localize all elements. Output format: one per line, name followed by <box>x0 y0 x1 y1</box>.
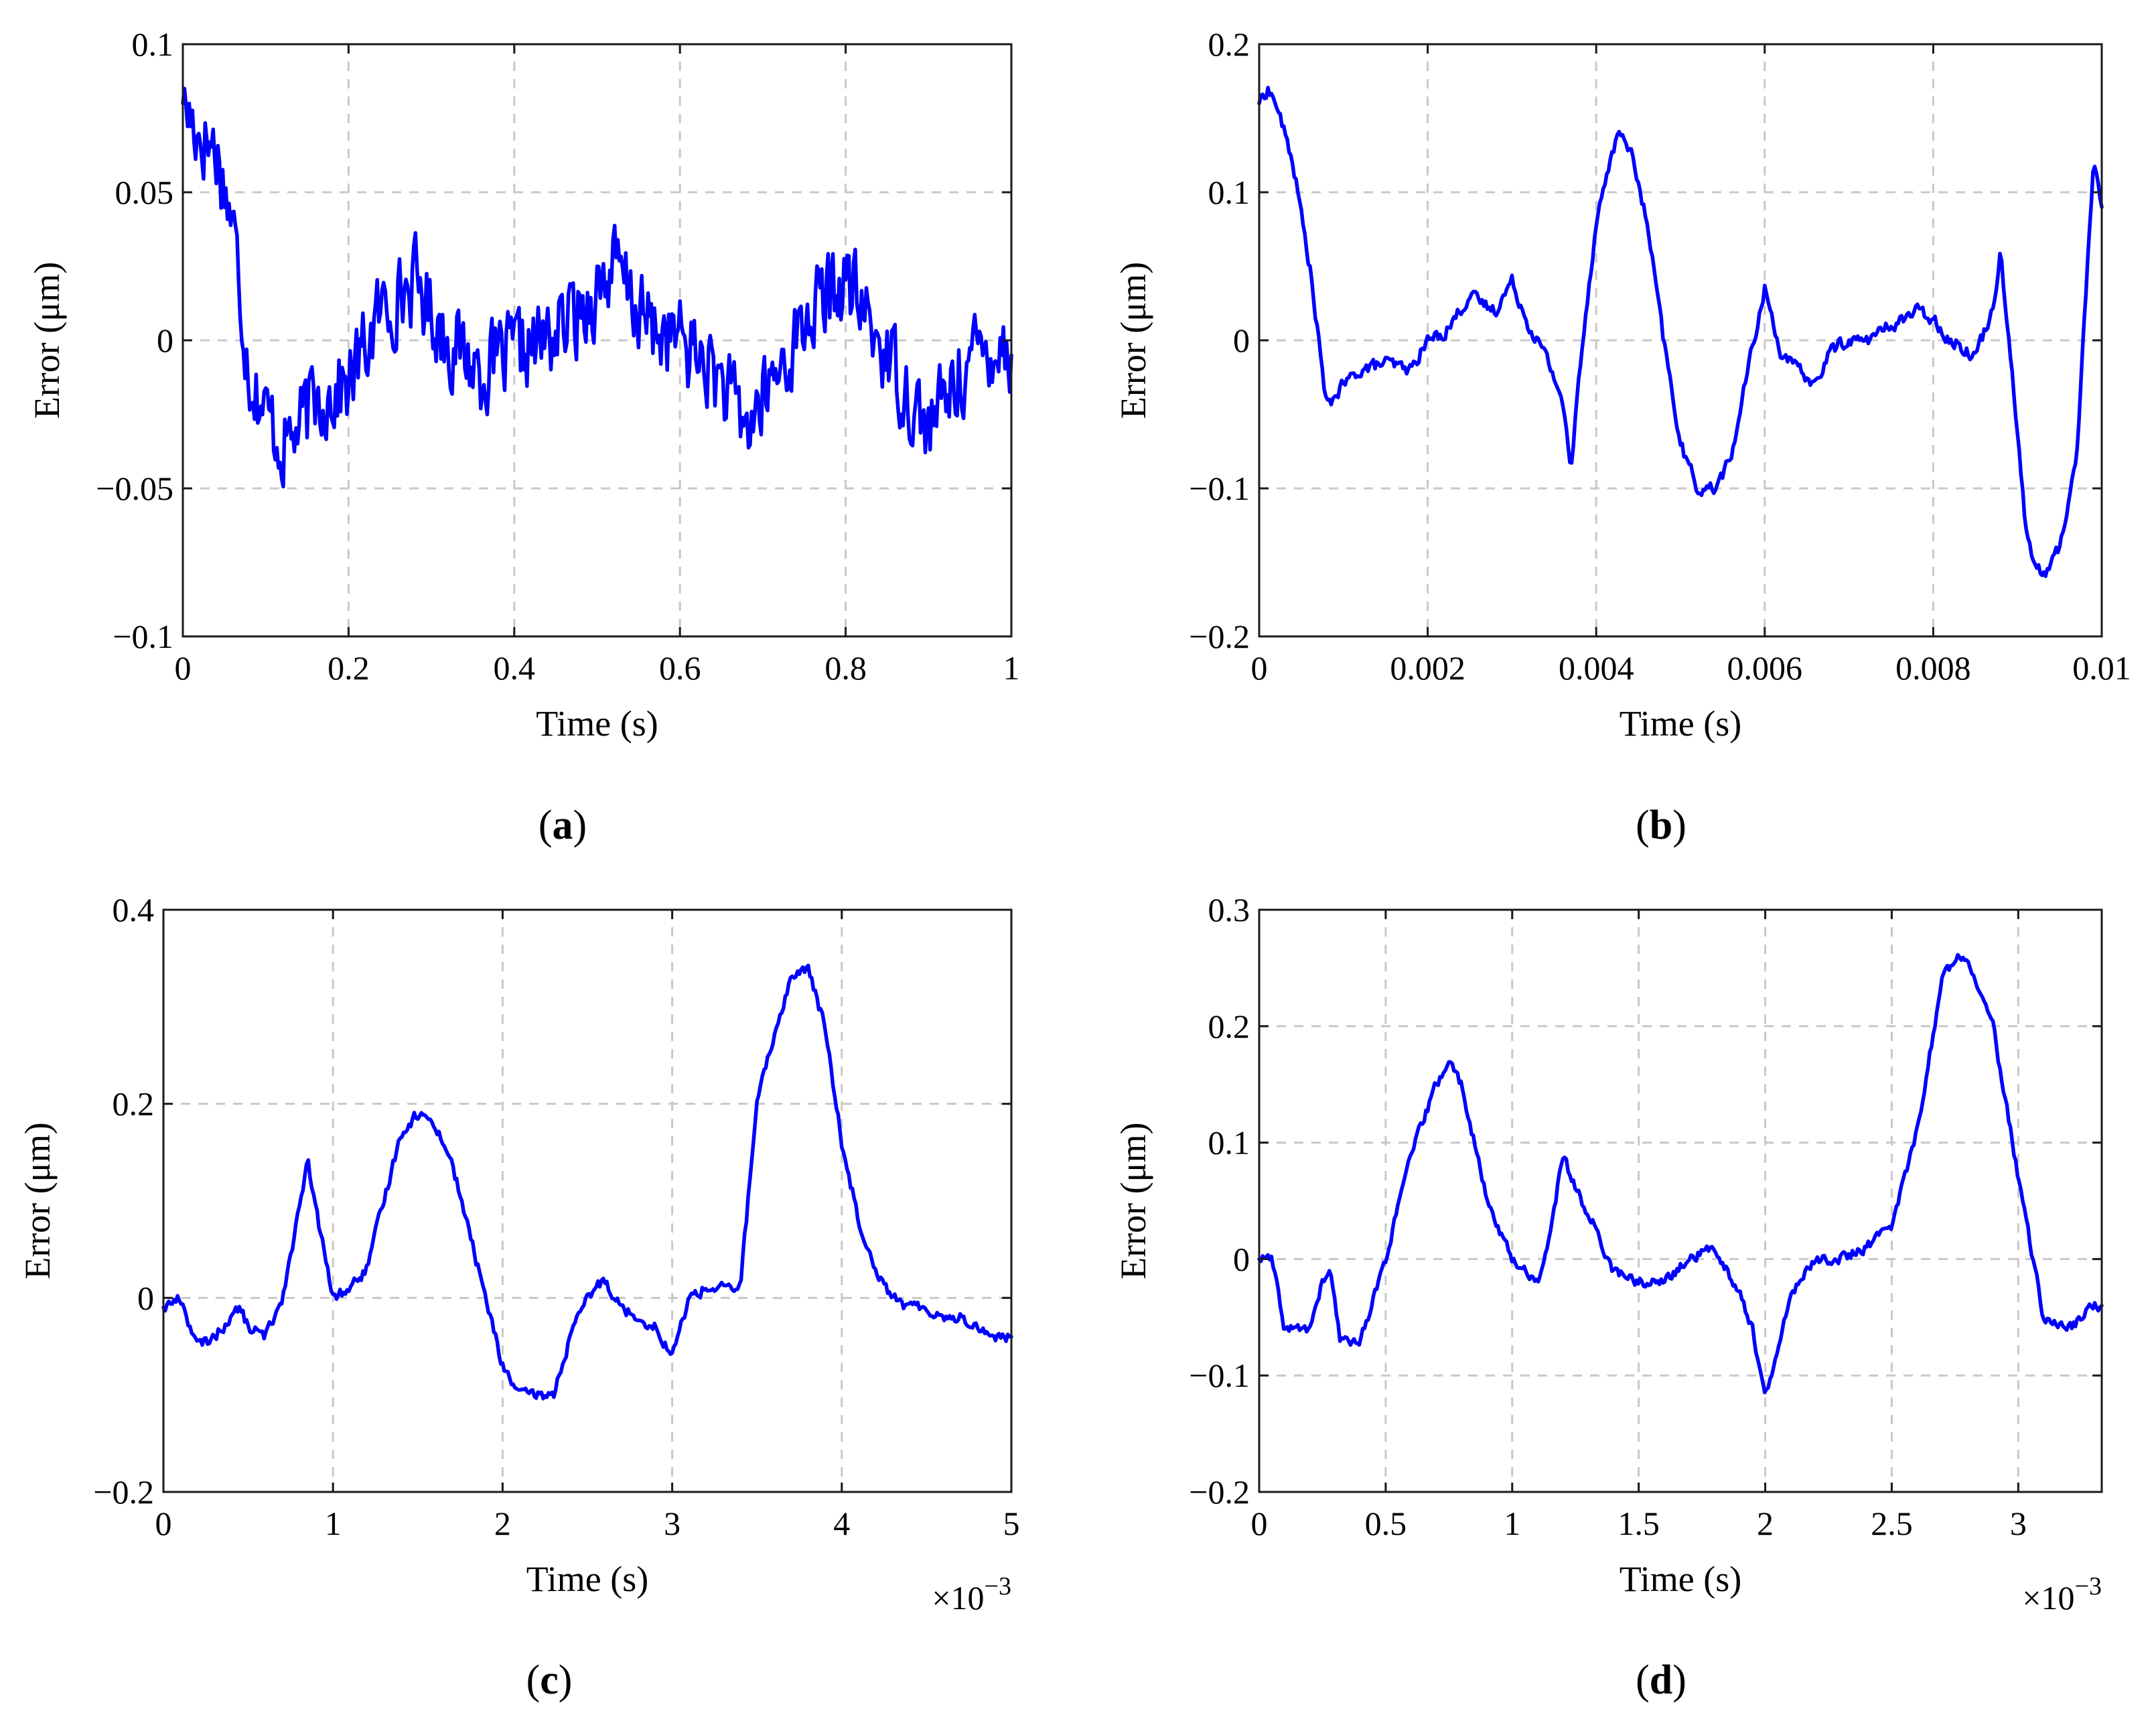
y-axis-label: Error (μm) <box>27 262 67 419</box>
y-tick-label: −0.2 <box>1189 618 1250 655</box>
panel-label-letter: a <box>553 803 573 848</box>
x-tick-label: 1 <box>1504 1505 1520 1542</box>
x-axis-multiplier: ×10−3 <box>2022 1572 2102 1617</box>
x-tick-label: 2.5 <box>1871 1505 1913 1542</box>
series-line <box>1257 86 2104 578</box>
x-tick-label: 0.004 <box>1559 649 1634 687</box>
panel-label-open-paren: ( <box>1636 1657 1650 1703</box>
panel-label-letter: b <box>1650 803 1672 848</box>
panel-b: 0 0.002 0.004 0.006 0.008 0.01 −0.2 −0.1 0 0.1 0.2… <box>1113 25 2131 848</box>
panel-label-close-paren: ) <box>1672 1657 1686 1703</box>
panel-label-close-paren: ) <box>1672 803 1686 848</box>
x-tick-label: 1 <box>325 1505 342 1542</box>
y-tick-label: 0.3 <box>1208 891 1250 929</box>
x-tick-label: 2 <box>1757 1505 1774 1542</box>
x-axis-multiplier-base: ×10 <box>2022 1579 2074 1617</box>
y-axis-label: Error (μm) <box>1113 1122 1153 1279</box>
x-tick-label: 0.5 <box>1365 1505 1407 1542</box>
y-tick-label: 0.2 <box>1208 1008 1250 1045</box>
panel-label-letter: c <box>540 1657 559 1703</box>
x-axis-label: Time (s) <box>1620 1559 1742 1599</box>
panel-label: (c) <box>526 1657 573 1703</box>
panel-label-open-paren: ( <box>1636 803 1650 848</box>
plot-frame <box>162 908 1013 1493</box>
x-axis-label: Time (s) <box>536 703 658 744</box>
x-tick-label: 5 <box>1003 1505 1020 1542</box>
x-tick-label: 0.8 <box>824 649 867 687</box>
x-axis-multiplier-base: ×10 <box>932 1579 984 1617</box>
y-tick-label: 0.1 <box>1208 1124 1250 1162</box>
x-tick-label: 0 <box>1251 649 1268 687</box>
y-tick-label: −0.05 <box>96 470 173 507</box>
y-tick-label: −0.1 <box>113 618 173 655</box>
x-tick-label: 0.002 <box>1390 649 1465 687</box>
x-tick-label: 2 <box>494 1505 511 1542</box>
panel-label: (b) <box>1636 803 1686 848</box>
y-tick-label: −0.2 <box>93 1473 154 1511</box>
y-tick-label: 0.05 <box>115 174 174 211</box>
panel-label-open-paren: ( <box>526 1657 541 1703</box>
x-tick-label: 4 <box>833 1505 850 1542</box>
x-axis-label: Time (s) <box>526 1559 649 1599</box>
x-tick-label: 0.006 <box>1727 649 1803 687</box>
x-tick-label: 1.5 <box>1618 1505 1660 1542</box>
panel-label-close-paren: ) <box>559 1657 573 1703</box>
x-tick-label: 0.01 <box>2072 649 2131 687</box>
x-axis-multiplier-exponent: −3 <box>985 1572 1011 1600</box>
y-tick-label: 0.4 <box>113 891 155 929</box>
panel-label-letter: d <box>1650 1657 1672 1703</box>
y-tick-label: −0.1 <box>1189 470 1250 507</box>
x-tick-label: 0.2 <box>328 649 370 687</box>
y-tick-label: 0 <box>1233 1240 1250 1278</box>
y-tick-label: 0.2 <box>1208 25 1250 63</box>
panel-label-open-paren: ( <box>538 803 553 848</box>
x-tick-label: 3 <box>2010 1505 2027 1542</box>
x-tick-label: 0.6 <box>659 649 701 687</box>
panel-label: (a) <box>538 803 587 848</box>
y-tick-label: 0 <box>157 322 173 359</box>
panel-label: (d) <box>1636 1657 1686 1703</box>
x-tick-label: 1 <box>1003 649 1020 687</box>
y-tick-label: −0.2 <box>1189 1473 1250 1511</box>
y-tick-label: 0.1 <box>1208 174 1250 211</box>
y-tick-label: 0.2 <box>113 1085 155 1123</box>
panel-d: 0 0.5 1 1.5 2 2.5 3 −0.2 −0.1 0 0.1 0.2 0.3 Time (s) E… <box>1113 891 2104 1703</box>
x-tick-label: 0 <box>1251 1505 1268 1542</box>
y-tick-label: 0 <box>137 1279 154 1316</box>
y-tick-label: 0.1 <box>132 25 174 63</box>
series-line <box>161 963 1013 1401</box>
x-axis-multiplier: ×10−3 <box>932 1572 1011 1617</box>
plot-frame <box>1258 908 2103 1493</box>
series-line <box>181 86 1013 489</box>
series-line <box>1257 953 2104 1395</box>
x-tick-label: 0.008 <box>1895 649 1971 687</box>
panel-a: 0 0.2 0.4 0.6 0.8 1 −0.1 −0.05 0 0.05 0.1 Time (s) E… <box>27 25 1020 848</box>
x-tick-label: 0 <box>175 649 192 687</box>
panel-label-close-paren: ) <box>573 803 587 848</box>
x-tick-label: 3 <box>664 1505 680 1542</box>
y-tick-label: −0.1 <box>1189 1357 1250 1394</box>
y-axis-label: Error (μm) <box>1113 262 1153 419</box>
x-tick-label: 0 <box>155 1505 172 1542</box>
x-axis-multiplier-exponent: −3 <box>2075 1572 2102 1600</box>
y-axis-label: Error (μm) <box>17 1122 58 1279</box>
x-tick-label: 0.4 <box>494 649 536 687</box>
y-tick-label: 0 <box>1233 322 1250 359</box>
x-axis-label: Time (s) <box>1620 703 1742 744</box>
